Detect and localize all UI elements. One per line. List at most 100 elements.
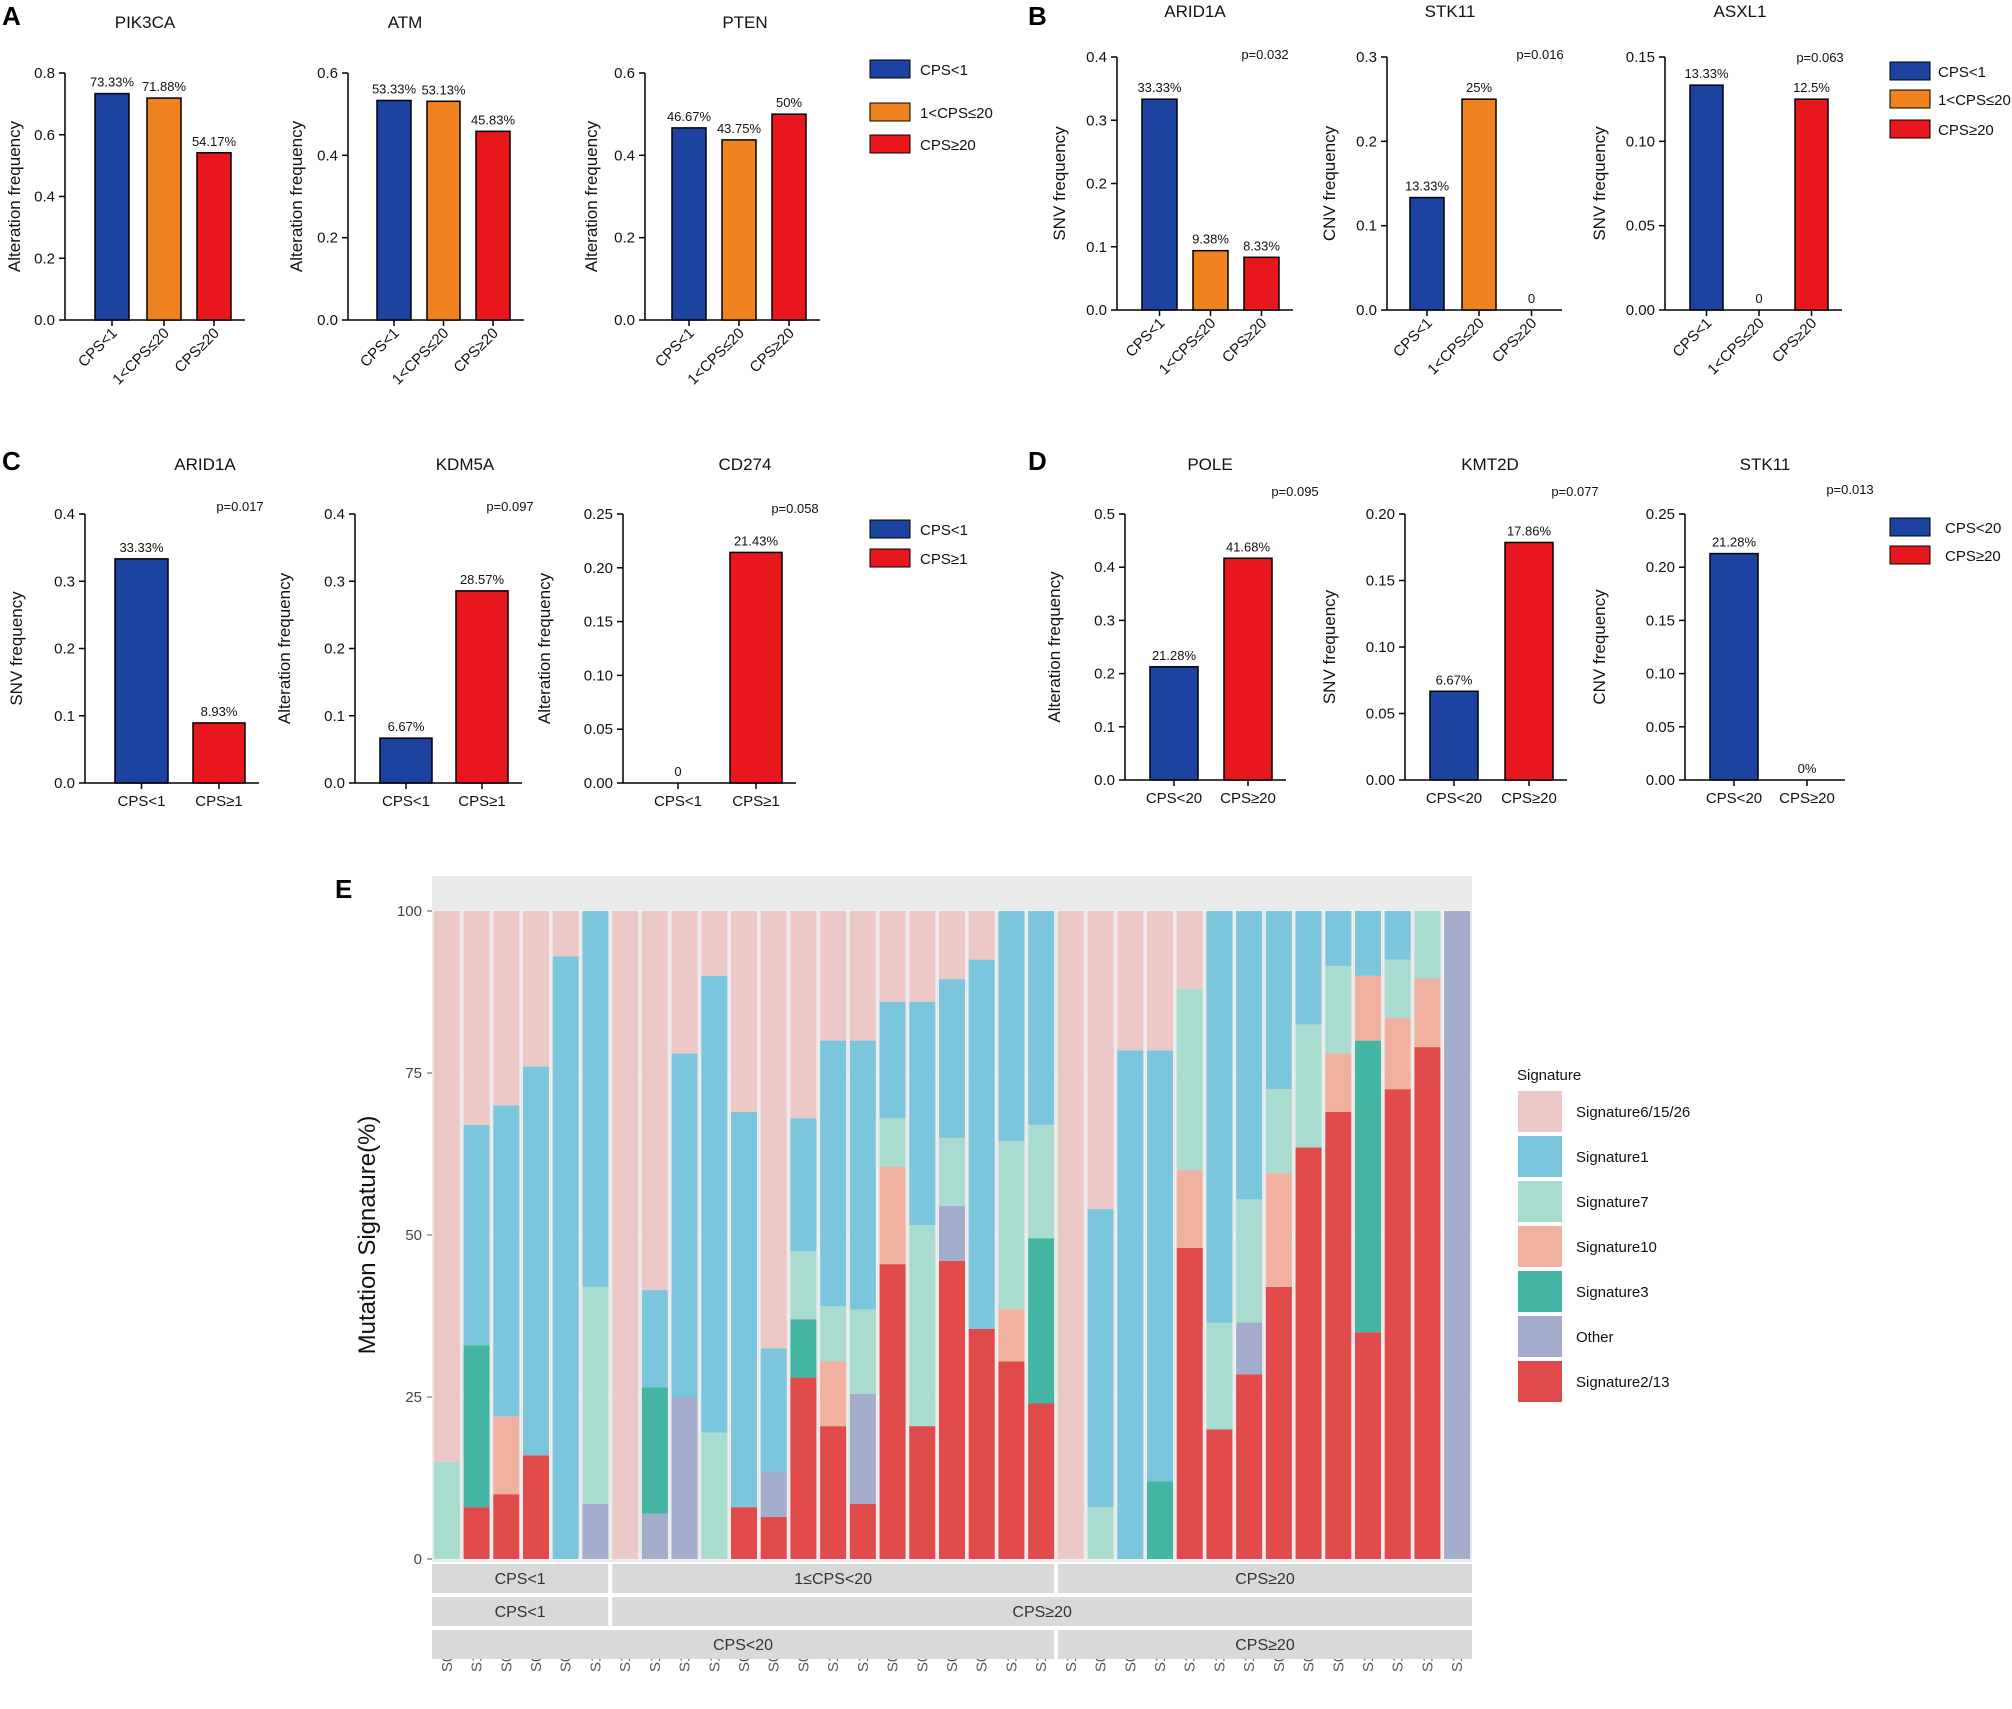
y-tick-label: 0.0	[34, 312, 55, 329]
bar-cps-20	[1243, 256, 1280, 311]
y-tick-label: 0.4	[1094, 559, 1115, 576]
x-tick-label: CPS<20	[1706, 790, 1762, 807]
segment-signature7	[433, 1461, 460, 1559]
y-axis-label: SNV frequency	[1590, 126, 1609, 241]
legend-panel-d: CPS<20 CPS≥20	[1889, 517, 2001, 565]
x-tick-label: CPS≥20	[1220, 790, 1276, 807]
chart-d1-pole: POLE Alteration frequency 0.0 0.1 0.2 0.3 0.4 0…	[1045, 455, 1319, 807]
segment-signature6-15-26	[849, 911, 876, 1041]
y-tick-label: 0.00	[1626, 302, 1655, 319]
chart-c3-cd274: CD274 Alteration frequency 0.00 0.05 0.10 0.1…	[535, 455, 819, 810]
panel-letter-c: C	[2, 446, 21, 476]
y-tick-label: 0.0	[54, 775, 75, 792]
y-tick-label: 0.3	[1086, 112, 1107, 129]
segment-signature10	[1355, 975, 1381, 1041]
y-tick-label: 0.3	[1094, 612, 1115, 629]
stacked-bar-s078	[1295, 911, 1322, 1559]
data-label: 0	[674, 764, 681, 779]
stacked-bar-s071	[433, 911, 460, 1559]
bar-cps-1	[729, 551, 783, 784]
segment-signature6-15-26	[612, 911, 639, 1559]
segment-signature1	[1265, 911, 1292, 1090]
y-axis-label: Alteration frequency	[5, 120, 24, 272]
legend-swatch-signature7	[1518, 1181, 1562, 1222]
y-tick-label: 0.6	[317, 65, 338, 82]
legend-panel-b: CPS<1 1<CPS≤20 CPS≥20	[1889, 61, 2011, 139]
segment-signature7	[879, 1118, 906, 1167]
segment-signature1	[1147, 1050, 1173, 1482]
y-tick-label: 0.0	[1356, 302, 1377, 319]
segment-signature1	[463, 1124, 490, 1346]
data-label: 21.28%	[1712, 535, 1757, 550]
stacked-bar-s100	[1236, 911, 1263, 1559]
y-tick-label: 0.20	[1366, 506, 1395, 523]
y-tick-label: 0.1	[1086, 239, 1107, 256]
segment-signature7	[998, 1141, 1025, 1310]
data-label: 0%	[1798, 761, 1817, 776]
x-tick-label: CPS<1	[1390, 315, 1436, 361]
segment-signature3	[463, 1345, 490, 1508]
y-tick-label: 0.2	[1086, 176, 1107, 193]
bar-cps-20	[1429, 690, 1479, 781]
segment-signature1	[790, 1118, 817, 1252]
stacked-bar-s105	[1147, 911, 1173, 1559]
stacked-bar-s106	[820, 911, 847, 1559]
chart-a2-atm: ATM Alteration frequency 0.0 0.2 0.4 0.6 53.33…	[287, 13, 524, 388]
data-label: 43.75%	[717, 121, 762, 136]
x-tick-label: CPS≥1	[732, 793, 779, 810]
y-tick-label: 0.4	[34, 189, 55, 206]
p-value: p=0.013	[1826, 482, 1873, 497]
segment-signature2-13	[1206, 1429, 1233, 1559]
segment-signature2-13	[968, 1328, 995, 1559]
panel-letter-e: E	[335, 874, 352, 904]
p-value: p=0.017	[216, 499, 263, 514]
y-tick-label: 0.4	[324, 506, 345, 523]
segment-signature2-13	[1265, 1286, 1292, 1559]
legend-label-signature10: Signature10	[1576, 1239, 1657, 1256]
bar-cps-20	[475, 130, 511, 321]
y-tick-label: 0.2	[34, 250, 55, 267]
data-label: 71.88%	[142, 79, 187, 94]
legend-label-signature7: Signature7	[1576, 1194, 1649, 1211]
stacked-bar-s109	[701, 911, 728, 1559]
data-label: 13.33%	[1405, 179, 1450, 194]
y-tick-label: 0.2	[317, 230, 338, 247]
bar-cps-20	[1223, 557, 1273, 781]
bar-1-cps-20	[146, 97, 182, 321]
segment-signature1	[1295, 911, 1322, 1025]
p-value: p=0.058	[771, 501, 818, 516]
stacked-bar-s111	[463, 911, 490, 1559]
y-tick-label: 0.8	[34, 65, 55, 82]
legend-swatch-signature3	[1518, 1271, 1562, 1312]
chart-title: ARID1A	[174, 455, 236, 474]
x-tick-label: CPS≥20	[1489, 315, 1540, 366]
chart-title: ATM	[388, 13, 423, 32]
y-tick-label: 0.2	[1094, 666, 1115, 683]
segment-signature7	[849, 1309, 876, 1394]
segment-signature2-13	[1295, 1147, 1322, 1559]
y-axis-label: SNV frequency	[1050, 126, 1069, 241]
data-label: 46.67%	[667, 109, 712, 124]
segment-signature1	[939, 979, 965, 1138]
segment-signature10	[1414, 979, 1441, 1048]
stacked-bar-s097	[879, 911, 906, 1559]
x-tick-label: CPS<1	[652, 325, 698, 371]
segment-signature7	[1265, 1089, 1292, 1174]
x-tick-label: CPS<1	[75, 325, 121, 371]
segment-signature10	[998, 1309, 1025, 1362]
y-tick-label: 0.4	[317, 147, 338, 164]
legend-swatch-cps-high	[1889, 119, 1931, 139]
stacked-bar-s103	[641, 911, 668, 1559]
y-tick-label: 0.10	[1366, 639, 1395, 656]
legend-title: Signature	[1517, 1067, 1581, 1084]
y-tick-label: 0.20	[1646, 559, 1675, 576]
y-tick-label: 0.05	[1626, 218, 1655, 235]
segment-signature1	[820, 1040, 847, 1307]
p-value: p=0.032	[1241, 47, 1288, 62]
data-label: 53.13%	[421, 82, 466, 97]
legend-swatch-cps-mid	[869, 102, 911, 122]
y-tick-label: 0.25	[584, 506, 613, 523]
y-tick-label: 0.1	[1356, 218, 1377, 235]
y-tick-label: 0.2	[1356, 133, 1377, 150]
segment-signature2-13	[1414, 1047, 1441, 1559]
